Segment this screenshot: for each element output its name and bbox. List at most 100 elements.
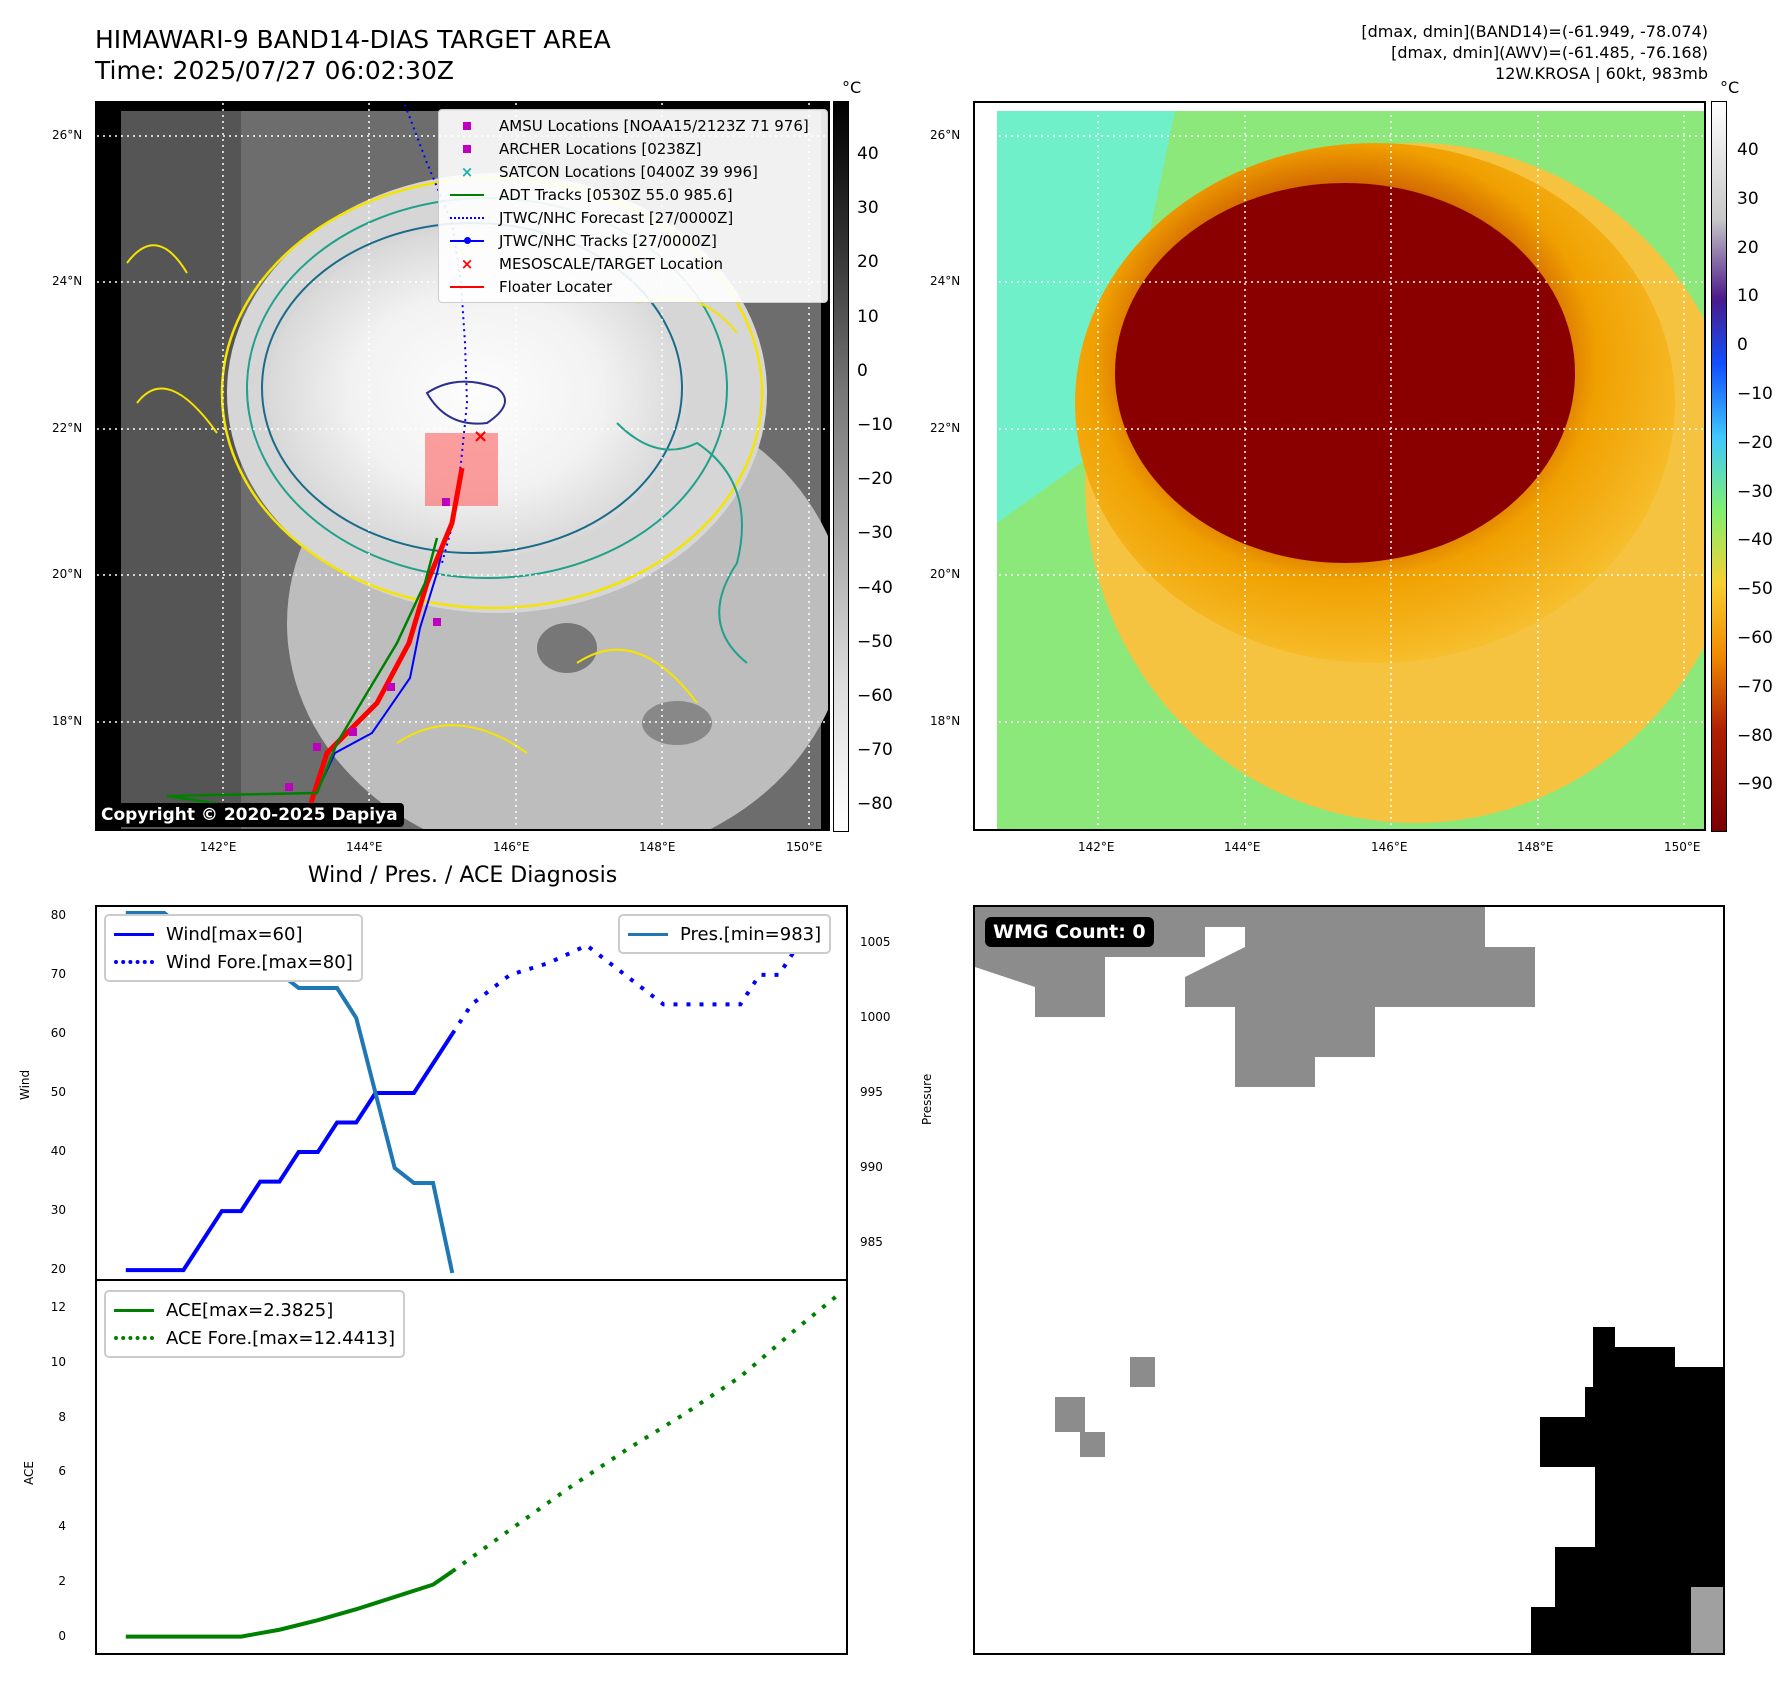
colorbar-color-tick: −80 (1737, 725, 1773, 746)
legend-forecast: JTWC/NHC Forecast [27/0000Z] (447, 206, 819, 229)
ace-tick: 0 (58, 1628, 66, 1643)
lat-tick: 26°N (930, 128, 961, 142)
wind-tick: 50 (50, 1085, 66, 1099)
lat-tick: 24°N (52, 274, 83, 288)
wind-tick: 80 (50, 907, 66, 922)
diag-title: Wind / Pres. / ACE Diagnosis (307, 863, 618, 888)
ace-tick: 2 (58, 1573, 66, 1588)
colorbar-color-tick: 20 (1737, 237, 1759, 258)
colorbar-bw-tick: −10 (857, 415, 893, 435)
wind-tick: 40 (50, 1144, 66, 1159)
lat-tick: 18°N (52, 714, 83, 728)
ace-tick: 8 (58, 1409, 66, 1424)
ace-line (125, 1569, 454, 1639)
colorbar-bw-tick: 30 (857, 198, 879, 219)
color-map-panel (973, 101, 1706, 831)
colorbar-color-tick: −30 (1737, 481, 1773, 502)
wmg-count-badge: WMG Count: 0 (985, 917, 1154, 947)
colorbar-color-tick: −40 (1737, 530, 1773, 551)
ace-panel (95, 1279, 848, 1655)
lat-tick: 20°N (52, 567, 83, 581)
map-legend: AMSU Locations [NOAA15/2123Z 71 976] ARC… (438, 109, 828, 303)
colorbar-color (1711, 101, 1727, 832)
legend-wind: Wind[max=60] (114, 920, 353, 948)
map-time: Time: 2025/07/27 06:02:30Z (95, 56, 454, 85)
color-ir-map (975, 103, 1704, 829)
lat-tick: 20°N (930, 567, 961, 581)
colorbar-bw-tick: 0 (857, 360, 868, 381)
colorbar-color-tick: 0 (1737, 335, 1748, 356)
copyright-badge: Copyright © 2020-2025 Dapiya (97, 803, 404, 827)
lon-tick: 144°E (1224, 840, 1261, 854)
legend-adt: ADT Tracks [0530Z 55.0 985.6] (447, 183, 819, 206)
colorbar-bw-tick: −20 (857, 469, 893, 490)
legend-target: × MESOSCALE/TARGET Location (460, 254, 724, 273)
wind-forecast-line (450, 943, 800, 1036)
pressure-tick: 1000 (860, 1010, 891, 1024)
pressure-tick: 995 (860, 1085, 883, 1099)
ace-ylabel: ACE (22, 1461, 36, 1485)
colorbar-color-tick: 40 (1737, 140, 1759, 160)
legend-tracks: JTWC/NHC Tracks [27/0000Z] (447, 229, 819, 252)
pressure-ylabel: Pressure (920, 1073, 934, 1125)
pressure-tick: 1005 (860, 935, 891, 949)
colorbar-bw-tick: 40 (857, 144, 879, 164)
wind-ylabel: Wind (18, 1069, 32, 1100)
colorbar-color-tick: −70 (1737, 676, 1773, 697)
adt-track (166, 537, 439, 810)
colorbar-color-tick: 30 (1737, 188, 1759, 209)
colorbar-bw-tick: 10 (857, 306, 879, 327)
colorbar-color-tick: −10 (1737, 384, 1773, 404)
lat-tick: 24°N (930, 274, 961, 288)
colorbar-color-tick: −20 (1737, 432, 1773, 453)
ace-forecast-line (451, 1294, 838, 1574)
colorbar-color-tick: −50 (1737, 579, 1773, 600)
map-title: HIMAWARI-9 BAND14-DIAS TARGET AREA (95, 25, 611, 54)
lon-tick: 150°E (1664, 840, 1701, 854)
ace-tick: 4 (58, 1519, 66, 1534)
lat-tick: 26°N (52, 128, 83, 142)
wmg-panel: WMG Count: 0 (973, 905, 1725, 1655)
lon-tick: 142°E (200, 840, 237, 854)
wind-tick: 30 (50, 1203, 66, 1218)
colorbar-bw-tick: −80 (857, 794, 893, 815)
lon-tick: 142°E (1078, 840, 1115, 854)
legend-satcon: × SATCON Locations [0400Z 39 996] (460, 162, 758, 181)
wmg-mask (975, 907, 1723, 1653)
wind-legend: Wind[max=60] Wind Fore.[max=80] (104, 914, 363, 982)
svg-text:×: × (473, 426, 488, 447)
lon-tick: 146°E (1371, 840, 1408, 854)
ace-legend: ACE[max=2.3825] ACE Fore.[max=12.4413] (104, 1290, 405, 1358)
lon-tick: 148°E (1517, 840, 1554, 854)
storm-info: 12W.KROSA | 60kt, 983mb (1495, 64, 1708, 83)
colorbar-bw-tick: −70 (857, 740, 893, 761)
wind-line (125, 1032, 454, 1273)
colorbar-color-tick: −60 (1737, 628, 1773, 648)
legend-wind-forecast: Wind Fore.[max=80] (114, 948, 353, 976)
wind-tick: 20 (50, 1262, 66, 1277)
lat-tick: 22°N (52, 421, 83, 435)
pressure-tick: 990 (860, 1160, 883, 1174)
colorbar-bw-tick: −40 (857, 577, 893, 598)
pressure-tick: 985 (860, 1235, 883, 1249)
wind-tick: 60 (50, 1025, 66, 1040)
lon-tick: 146°E (493, 840, 530, 854)
colorbar-color-tick: 10 (1737, 286, 1759, 307)
legend-archer: ARCHER Locations [0238Z] (447, 137, 819, 160)
floater-track (308, 467, 465, 804)
colorbar-bw (833, 101, 849, 832)
colorbar-bw-tick: −30 (857, 523, 893, 544)
colorbar-bw-tick: 20 (857, 252, 879, 273)
legend-amsu: AMSU Locations [NOAA15/2123Z 71 976] (447, 114, 819, 137)
colorbar-color-tick: −90 (1737, 774, 1773, 795)
stats-band14: [dmax, dmin](BAND14)=(-61.949, -78.074) (1361, 22, 1708, 41)
ace-tick: 12 (50, 1300, 66, 1315)
lon-tick: 148°E (639, 840, 676, 854)
observed-track (320, 538, 446, 784)
lat-tick: 18°N (930, 714, 961, 728)
colorbar-bw-tick: −50 (857, 631, 893, 652)
wind-tick: 70 (50, 966, 66, 981)
colorbar-color-unit: °C (1720, 78, 1740, 97)
legend-floater: Floater Locater (447, 275, 819, 298)
ace-tick: 10 (50, 1355, 66, 1370)
